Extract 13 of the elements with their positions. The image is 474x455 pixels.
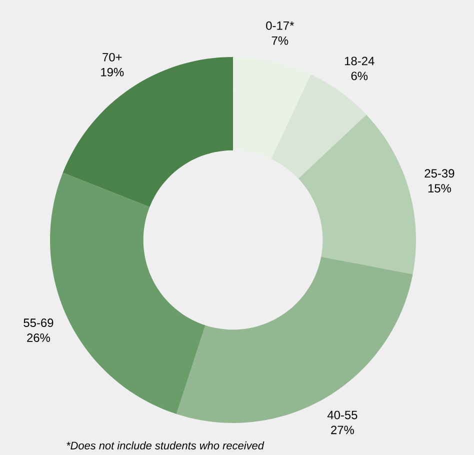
data-label: 19% xyxy=(101,68,124,76)
slice-label: 25-39 xyxy=(424,169,454,178)
text: *Does not include students who received xyxy=(66,441,264,450)
slice-label: 55-69 xyxy=(24,318,54,328)
data-label: 15% xyxy=(428,184,452,193)
slice-label: 0-17* xyxy=(266,21,294,30)
slice-label: 18-24 xyxy=(345,56,374,66)
slice-label: 40-55 xyxy=(327,410,358,420)
data-label: 27% xyxy=(331,426,354,434)
data-label: 26% xyxy=(27,334,50,342)
data-label: 7% xyxy=(272,36,288,45)
data-label: 6% xyxy=(351,72,368,80)
slice-label: 70+ xyxy=(102,52,122,62)
